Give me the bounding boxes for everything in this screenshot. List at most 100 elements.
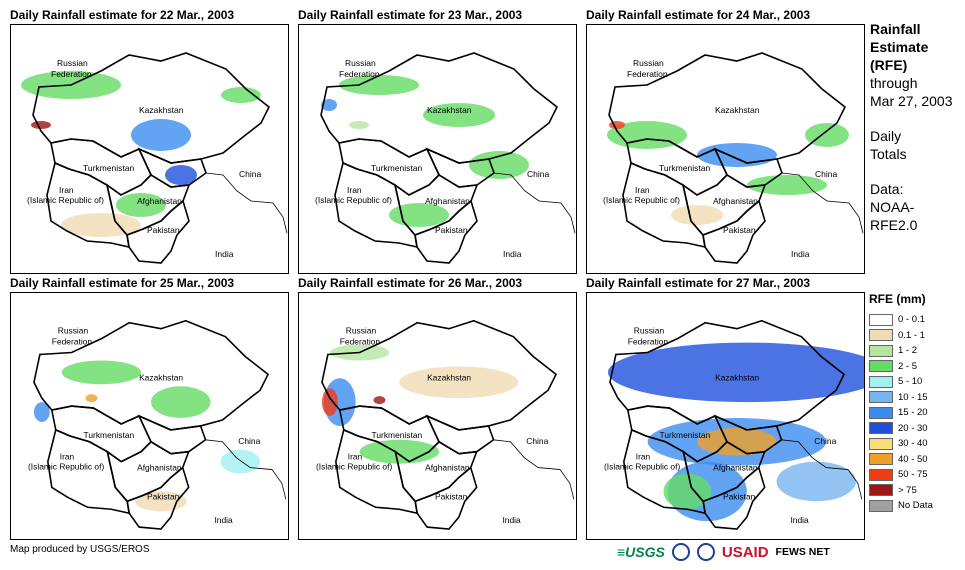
panel-title: Daily Rainfall estimate for 24 Mar., 200… (586, 8, 811, 22)
country-label: India (503, 249, 522, 259)
country-label: China (239, 169, 261, 179)
rainfall-area (671, 205, 723, 225)
country-label: Federation (628, 337, 669, 347)
country-label: India (214, 515, 233, 525)
rainfall-area (469, 151, 529, 179)
rainfall-area (165, 165, 197, 185)
rfe-legend: RFE (mm) 0 - 0.1 0.1 - 1 1 - 2 2 - 5 5 - 10 1… (869, 292, 965, 514)
rainfall-area (609, 121, 625, 129)
rainfall-area (359, 439, 439, 464)
country-label: Pakistan (147, 491, 180, 501)
side-title-2: Estimate (870, 39, 929, 55)
side-title-1: Rainfall (870, 21, 921, 37)
legend-swatch (869, 313, 893, 326)
country-border (188, 439, 287, 500)
rainfall-area (373, 396, 386, 405)
country-label: Russian (58, 326, 89, 336)
legend-item: No Data (869, 498, 965, 514)
country-label: Kazakhstan (715, 105, 760, 115)
rainfall-area (31, 121, 51, 129)
country-label: Federation (340, 337, 381, 347)
country-label: India (791, 249, 810, 259)
legend-item: 50 - 75 (869, 467, 965, 483)
legend-label: 0 - 0.1 (898, 314, 925, 326)
legend-label: No Data (898, 500, 933, 512)
rainfall-area (607, 342, 864, 403)
country-label: Kazakhstan (139, 105, 184, 115)
country-label: Kazakhstan (139, 372, 183, 382)
panel-title: Daily Rainfall estimate for 26 Mar., 200… (298, 276, 523, 290)
country-border (414, 199, 478, 264)
legend-swatch (869, 453, 893, 466)
rainfall-area (85, 394, 98, 403)
country-border (137, 414, 207, 455)
legend-swatch (869, 375, 893, 388)
legend-label: 1 - 2 (898, 345, 918, 357)
panel-title: Daily Rainfall estimate for 25 Mar., 200… (10, 276, 235, 290)
country-label: Kazakhstan (427, 105, 472, 115)
country-label: India (790, 515, 809, 525)
panel-title: Daily Rainfall estimate for 22 Mar., 200… (10, 8, 235, 22)
country-label: Turkmenistan (371, 163, 422, 173)
country-label: Pakistan (435, 491, 468, 501)
doi-seal-icon (696, 543, 715, 561)
country-label: Iran (59, 185, 74, 195)
legend-label: 5 - 10 (898, 376, 923, 388)
rainfall-area (116, 193, 166, 217)
country-label: Afghanistan (425, 196, 470, 206)
rainfall-area (150, 386, 211, 418)
map-panel-26: Daily Rainfall estimate for 26 Mar., 200… (298, 276, 577, 540)
country-label: Iran (60, 452, 75, 462)
legend-label: 20 - 30 (898, 422, 928, 434)
country-border (764, 172, 864, 234)
country-label: Pakistan (435, 225, 468, 235)
country-label: India (502, 515, 521, 525)
map-panel-25: Daily Rainfall estimate for 25 Mar., 200… (10, 276, 289, 540)
legend-item: 10 - 15 (869, 390, 965, 406)
rainfall-area (399, 366, 519, 399)
agency-logos: ≡USGS USAID FEWS NET (617, 540, 830, 564)
legend-item: 0.1 - 1 (869, 328, 965, 344)
country-label: Turkmenistan (84, 430, 135, 440)
country-border (334, 161, 418, 249)
country-label: Russian (57, 58, 88, 68)
legend-item: 40 - 50 (869, 452, 965, 468)
legend-swatch (869, 329, 893, 342)
panel-title: Daily Rainfall estimate for 23 Mar., 200… (298, 8, 523, 22)
legend-title: RFE (mm) (869, 292, 926, 306)
country-label: Kazakhstan (427, 372, 471, 382)
country-label: Turkmenistan (372, 430, 423, 440)
legend-label: 50 - 75 (898, 469, 928, 481)
side-data-3: RFE2.0 (870, 217, 918, 233)
legend-item: 1 - 2 (869, 343, 965, 359)
country-label: (Islamic Republic of) (603, 195, 680, 205)
rainfall-area (747, 175, 827, 195)
legend-item: 15 - 20 (869, 405, 965, 421)
country-label: China (814, 436, 836, 446)
country-border (702, 199, 766, 264)
country-label: China (526, 436, 548, 446)
legend-swatch (869, 406, 893, 419)
country-label: Federation (627, 69, 668, 79)
country-label: China (815, 169, 837, 179)
country-label: Iran (347, 185, 362, 195)
legend-item: 30 - 40 (869, 436, 965, 452)
legend-label: 2 - 5 (898, 360, 918, 372)
rainfall-area (339, 75, 419, 95)
rainfall-area (423, 103, 495, 127)
side-totals-2: Totals (870, 146, 907, 162)
usaid-logo: USAID (721, 543, 769, 561)
rainfall-area (389, 203, 449, 227)
country-label: Iran (635, 185, 650, 195)
country-border (702, 466, 766, 530)
country-label: Afghanistan (425, 463, 470, 473)
rainfall-area (321, 99, 337, 111)
country-label: India (215, 249, 234, 259)
rainfall-area (697, 427, 777, 456)
country-border (188, 172, 288, 234)
rainfall-area (349, 121, 369, 129)
